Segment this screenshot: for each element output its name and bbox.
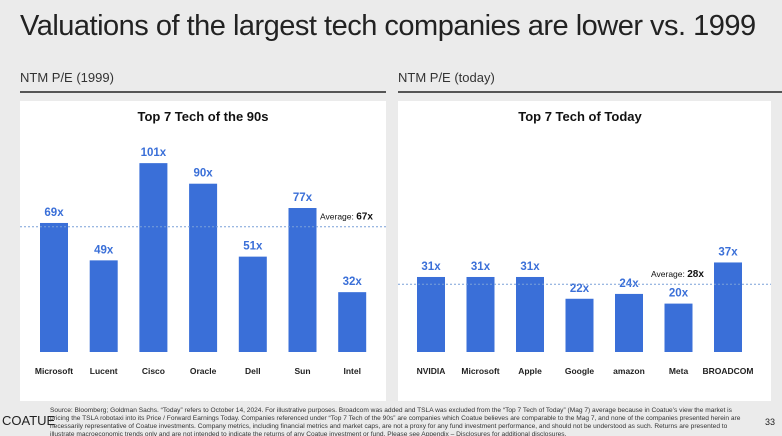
divider (398, 91, 782, 93)
data-label: 31x (471, 261, 491, 273)
company-logo: Intel (343, 366, 360, 376)
company-logo: Dell (245, 366, 261, 376)
data-label: 32x (343, 276, 363, 288)
data-label: 69x (44, 207, 64, 219)
average-text: Average: (651, 269, 687, 279)
data-label: 90x (194, 168, 214, 180)
section-label-1999: NTM P/E (1999) (20, 70, 114, 85)
bar-microsoft (466, 276, 495, 352)
bar-oracle (189, 183, 218, 352)
bar-sun-microsystems (288, 208, 317, 352)
brand-logo: COATUE (2, 413, 56, 428)
data-label: 31x (520, 261, 540, 273)
data-label: 77x (293, 192, 313, 204)
section-label-today: NTM P/E (today) (398, 70, 495, 85)
average-label: Average: 67x (320, 212, 373, 223)
data-label: 49x (94, 244, 114, 256)
chart-title: Top 7 Tech of Today (518, 109, 642, 124)
slide-title: Valuations of the largest tech companies… (20, 10, 756, 42)
bar-nvidia (417, 276, 445, 352)
bar-amazon (615, 293, 643, 352)
company-logo: NVIDIA (417, 366, 446, 376)
divider (20, 91, 386, 93)
bar-lucent-technologies (89, 260, 118, 352)
bar-dell (238, 256, 267, 352)
bar-broadcom (714, 262, 742, 352)
company-logo: Oracle (190, 366, 217, 376)
company-logo: amazon (613, 366, 645, 376)
company-logo: BROADCOM (703, 366, 754, 376)
bar-intel (338, 292, 367, 352)
average-value: 28x (687, 269, 704, 280)
data-label: 51x (243, 241, 263, 253)
average-value: 67x (356, 212, 373, 223)
company-logo: Google (565, 366, 595, 376)
company-logo: Microsoft (35, 366, 73, 376)
company-logo: Lucent (90, 366, 118, 376)
company-logo: Cisco (142, 366, 165, 376)
company-logo: Microsoft (461, 366, 499, 376)
data-label: 101x (141, 147, 167, 159)
data-label: 20x (669, 288, 689, 300)
bar-microsoft (40, 222, 68, 352)
bar-google (565, 298, 594, 352)
page-number: 33 (765, 417, 776, 427)
average-label: Average: 28x (651, 269, 704, 280)
company-logo: Meta (669, 366, 689, 376)
bar-meta (664, 303, 693, 352)
company-logo: Apple (518, 366, 542, 376)
data-label: 24x (619, 278, 639, 290)
company-logo: Sun (294, 366, 310, 376)
chart-title: Top 7 Tech of the 90s (138, 109, 269, 124)
bar-apple (516, 276, 544, 352)
average-text: Average: (320, 212, 356, 222)
footnote: Source: Bloomberg; Goldman Sachs. “Today… (50, 407, 741, 436)
data-label: 37x (718, 246, 738, 258)
bar-cisco (139, 163, 168, 352)
data-label: 22x (570, 283, 590, 295)
data-label: 31x (421, 261, 441, 273)
